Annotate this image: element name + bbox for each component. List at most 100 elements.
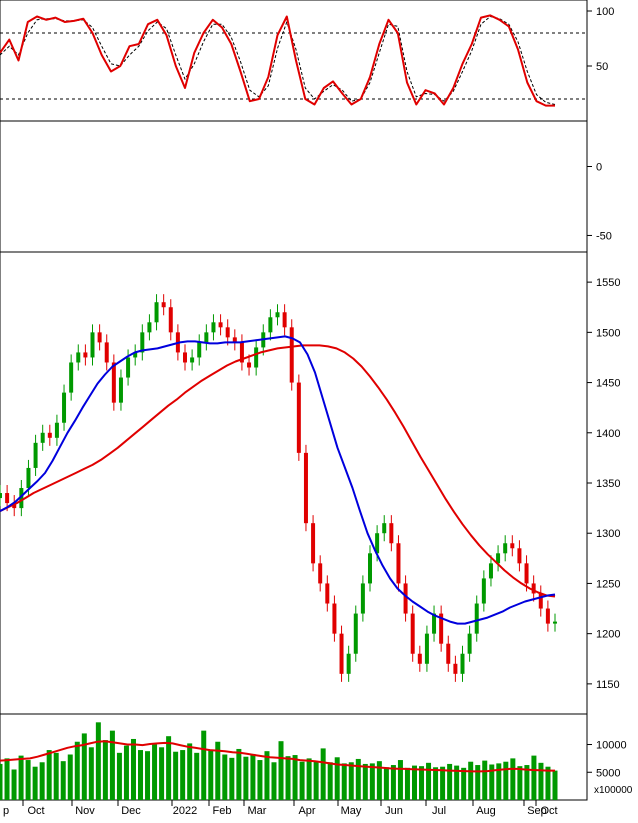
candle-body	[133, 352, 138, 358]
volume-bar	[250, 753, 256, 800]
candle-body	[254, 347, 259, 368]
volume-bar	[454, 765, 460, 800]
candle-body	[353, 613, 358, 654]
candle-body	[453, 663, 458, 674]
x-tick-label: Jun	[385, 805, 403, 817]
volume-bar	[208, 750, 214, 800]
candle-body	[197, 342, 202, 358]
y-tick-label: 1550	[596, 277, 620, 289]
candle-body	[382, 523, 387, 534]
y-tick-label: 0	[596, 162, 602, 174]
volume-bar	[341, 763, 347, 800]
y-tick-label: 50	[596, 61, 608, 73]
candle-body	[282, 312, 287, 328]
macd-panel	[0, 120, 588, 253]
volume-bar	[264, 751, 270, 800]
x-tick-label: May	[341, 805, 362, 817]
x-tick-label: Sep	[527, 805, 547, 817]
volume-bar	[257, 760, 263, 800]
volume-bar	[173, 751, 179, 800]
volume-bar	[215, 741, 221, 800]
y-tick-label: -50	[596, 230, 612, 242]
candle-body	[296, 382, 301, 453]
candle-body	[19, 488, 24, 509]
volume-bar	[88, 747, 94, 800]
candle-body	[396, 543, 401, 584]
candle-body	[517, 548, 522, 564]
candle-body	[488, 563, 493, 579]
volume-bar	[285, 756, 291, 800]
volume-bar	[489, 764, 495, 800]
stochastic-d-line	[0, 16, 556, 105]
candle-body	[496, 553, 501, 564]
volume-bar	[67, 754, 73, 800]
volume-bar	[4, 758, 10, 800]
x-tick-label: Dec	[121, 805, 141, 817]
volume-bar	[524, 765, 530, 800]
volume-bar	[95, 722, 101, 800]
y-tick-label: 1350	[596, 478, 620, 490]
volume-bar	[278, 741, 284, 800]
volume-bar	[292, 755, 298, 800]
y-tick-label: 5000	[596, 767, 620, 779]
y-tick-label: 10000	[596, 740, 627, 752]
candle-body	[467, 633, 472, 654]
volume-bar	[11, 769, 17, 800]
candle-body	[161, 302, 166, 308]
candle-body	[90, 332, 95, 358]
candle-body	[545, 608, 550, 624]
volume-bar	[60, 761, 66, 800]
volume-bar	[397, 760, 403, 800]
volume-bar	[74, 741, 80, 800]
volume-bar	[102, 740, 108, 800]
candle-body	[268, 317, 273, 333]
candle-body	[26, 467, 31, 489]
y-tick-label: 1450	[596, 378, 620, 390]
candle-body	[247, 362, 252, 368]
candle-body	[190, 357, 195, 363]
volume-bar	[53, 752, 59, 800]
volume-bar	[355, 758, 361, 800]
volume-bar	[229, 757, 235, 800]
candle-body	[54, 422, 59, 438]
volume-bar	[482, 760, 488, 800]
volume-bar	[461, 767, 467, 800]
volume-bar	[201, 730, 207, 800]
y-tick-label: 1150	[596, 679, 620, 691]
x-tick-label: Oct	[540, 805, 557, 817]
candle-body	[12, 503, 17, 509]
volume-bar	[152, 744, 158, 800]
candle-body	[531, 583, 536, 594]
x-tick-label: Jul	[432, 805, 446, 817]
volume-bar	[236, 748, 242, 800]
candle-body	[111, 362, 116, 403]
volume-bar	[116, 752, 122, 800]
candle-body	[318, 563, 323, 584]
y-tick-label: 1400	[596, 428, 620, 440]
volume-bar	[369, 763, 375, 800]
volume-bar	[517, 766, 523, 800]
candle-body	[218, 322, 223, 328]
volume-bar	[433, 767, 439, 800]
candle-body	[474, 603, 479, 634]
candle-body	[446, 643, 451, 664]
volume-bar	[299, 761, 305, 800]
volume-bar	[180, 750, 186, 800]
candle-body	[432, 613, 437, 634]
candle-body	[168, 307, 173, 333]
volume-bar	[138, 750, 144, 800]
volume-bar	[243, 756, 249, 800]
volume-bar	[109, 730, 115, 800]
volume-bar	[362, 763, 368, 800]
volume-bar	[39, 762, 45, 800]
candle-body	[154, 302, 159, 323]
y-tick-label: 1200	[596, 629, 620, 641]
candle-body	[40, 432, 45, 443]
volume-bar	[145, 751, 151, 800]
candle-body	[83, 352, 88, 358]
stochastic-k-line	[0, 14, 555, 107]
volume-bar	[383, 767, 389, 800]
volume-bar	[426, 762, 432, 800]
